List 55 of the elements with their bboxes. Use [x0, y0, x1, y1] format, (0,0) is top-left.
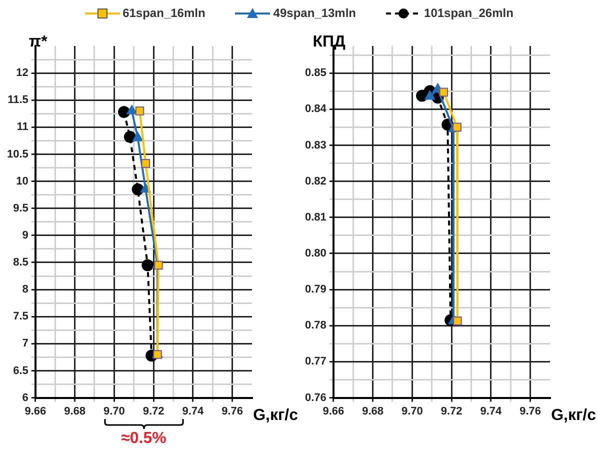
legend-label: 49span_13mln — [273, 6, 356, 20]
point — [452, 122, 462, 132]
y-tick-label: 11.5 — [8, 94, 28, 106]
y-tick-label: 7.5 — [13, 310, 28, 323]
x-tick-label: 9.66 — [24, 405, 46, 418]
x-axis-title: G,кг/с — [253, 407, 298, 424]
y-tick-label: 6.5 — [13, 364, 28, 377]
point — [118, 106, 130, 118]
x-tick-label: 9.70 — [401, 405, 423, 418]
point — [154, 260, 163, 270]
x-tick-label: 9.74 — [182, 405, 205, 418]
point — [132, 132, 144, 142]
y-tick-label: 0.77 — [304, 356, 326, 368]
x-tick-label: 9.68 — [362, 405, 384, 418]
y-tick-label: 0.78 — [304, 320, 326, 332]
y-tick-label: 8 — [22, 284, 28, 296]
y-tick-label: 7 — [22, 338, 28, 350]
point — [142, 259, 154, 272]
y-tick-label: 6 — [22, 392, 28, 404]
y-tick-label: 0.81 — [304, 211, 326, 224]
y-tick-label: 9.5 — [13, 202, 28, 214]
y-axis-title: π* — [28, 33, 48, 50]
y-axis-title: КПД — [312, 33, 346, 50]
x-tick-label: 9.66 — [322, 405, 344, 418]
x-tick-label: 9.68 — [64, 405, 86, 418]
y-tick-label: 12 — [16, 67, 28, 80]
point — [424, 90, 436, 100]
point — [124, 130, 136, 143]
x-tick-label: 9.76 — [520, 405, 542, 418]
y-tick-label: 0.79 — [304, 284, 326, 296]
point — [453, 316, 462, 326]
point — [135, 106, 144, 116]
y-tick-label: 9 — [22, 229, 28, 242]
x-tick-label: 9.72 — [142, 405, 164, 418]
x-tick-label: 9.70 — [103, 405, 125, 418]
y-tick-label: 0.76 — [304, 392, 326, 404]
y-tick-label: 0.83 — [304, 139, 326, 152]
x-tick-label: 9.74 — [480, 405, 503, 418]
x-tick-label: 9.72 — [440, 405, 462, 418]
y-tick-label: 10.5 — [6, 148, 28, 160]
point — [132, 183, 144, 196]
y-tick-label: 11 — [16, 121, 28, 134]
y-tick-label: 10 — [16, 175, 28, 188]
text: ≈0.5% — [121, 430, 166, 448]
x-axis-title: G,кг/с — [551, 407, 596, 424]
y-tick-label: 0.84 — [304, 103, 328, 116]
y-tick-label: 8.5 — [13, 256, 28, 269]
legend-label: 101span_26mln — [424, 6, 514, 20]
y-tick-label: 0.80 — [304, 248, 326, 260]
y-tick-label: 0.85 — [304, 67, 326, 80]
point — [439, 88, 448, 97]
y-tick-label: 0.82 — [304, 175, 326, 188]
legend-label: 61span_16mln — [122, 6, 206, 20]
point — [141, 159, 150, 168]
x-tick-label: 9.76 — [222, 405, 244, 418]
